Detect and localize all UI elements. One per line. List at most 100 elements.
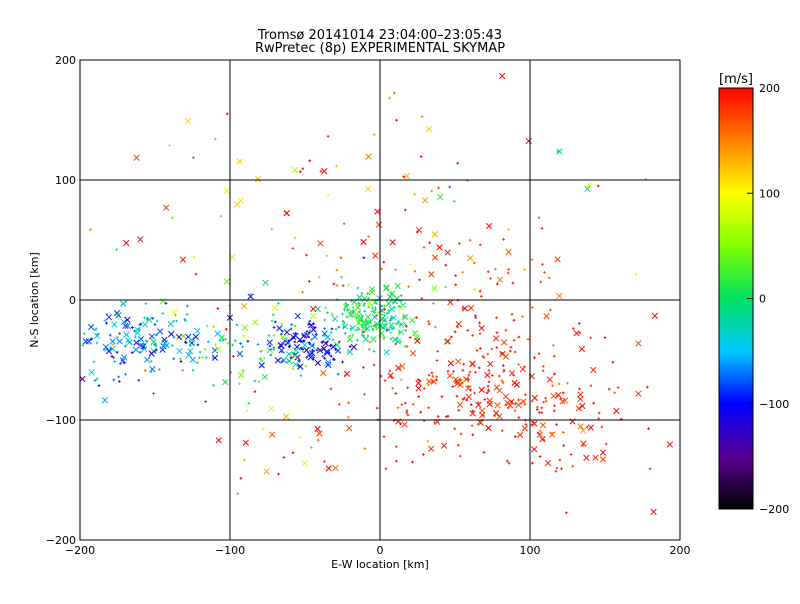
data-point-plus	[362, 330, 366, 334]
data-point-plus	[475, 349, 479, 352]
data-point-x	[494, 402, 501, 409]
data-point-plus	[172, 335, 176, 339]
data-point-x	[87, 323, 95, 331]
data-point-x	[332, 464, 339, 472]
data-point-plus	[394, 342, 397, 346]
data-point-plus	[538, 455, 542, 458]
data-point-plus	[308, 329, 312, 332]
data-point-plus	[226, 112, 229, 116]
data-point-x	[156, 328, 164, 335]
data-point-plus	[510, 313, 514, 316]
data-point-plus	[531, 461, 534, 465]
data-point-plus	[325, 340, 329, 344]
data-point-plus	[411, 402, 415, 406]
data-point-x	[343, 303, 350, 311]
data-point-plus	[554, 469, 558, 473]
data-point-x	[80, 317, 81, 325]
data-point-x	[283, 329, 291, 336]
data-point-plus	[239, 477, 243, 480]
data-point-plus	[346, 350, 350, 354]
data-point-plus	[512, 339, 516, 342]
data-point-plus	[553, 409, 556, 413]
data-point-plus	[178, 357, 182, 361]
data-point-plus	[634, 272, 637, 276]
data-point-plus	[386, 308, 390, 312]
data-point-plus	[456, 161, 459, 165]
data-point-x	[543, 313, 550, 320]
data-point-plus	[463, 396, 466, 400]
data-point-x	[446, 372, 454, 379]
data-point-x	[271, 304, 279, 311]
data-point-plus	[204, 400, 207, 403]
data-point-x	[485, 222, 493, 230]
data-point-plus	[485, 391, 489, 395]
data-point-plus	[427, 406, 430, 410]
data-point-x	[211, 347, 219, 354]
data-point-x	[556, 148, 563, 155]
data-point-plus	[454, 283, 458, 287]
data-point-x	[283, 210, 290, 217]
data-point-plus	[282, 456, 286, 459]
data-point-plus	[374, 308, 377, 312]
data-point-plus	[544, 399, 548, 403]
data-point-plus	[646, 385, 649, 389]
data-point-x	[362, 336, 369, 343]
data-point-plus	[97, 384, 101, 387]
data-point-plus	[214, 137, 217, 141]
data-point-plus	[341, 284, 345, 287]
data-point-plus	[155, 333, 158, 337]
data-point-plus	[337, 325, 341, 329]
data-point-plus	[544, 396, 547, 400]
data-point-plus	[453, 427, 457, 431]
data-point-plus	[500, 429, 504, 433]
data-point-plus	[95, 377, 99, 381]
data-point-x	[121, 354, 128, 361]
data-point-plus	[329, 387, 333, 391]
data-point-x	[116, 338, 123, 345]
data-point-plus	[263, 356, 266, 360]
data-point-plus	[131, 326, 134, 329]
data-point-x	[432, 254, 439, 261]
data-point-plus	[397, 330, 401, 334]
data-point-plus	[363, 310, 366, 313]
data-point-plus	[458, 454, 462, 458]
y-tick-labels: −200 −100 0 100 200	[46, 54, 76, 547]
data-point-plus	[124, 372, 127, 376]
data-point-plus	[256, 343, 260, 346]
data-point-x	[120, 318, 127, 326]
data-point-x	[394, 282, 401, 290]
data-point-plus	[487, 380, 491, 384]
data-point-plus	[427, 322, 431, 326]
data-point-plus	[446, 369, 450, 373]
data-point-x	[580, 440, 587, 447]
data-point-plus	[334, 327, 338, 331]
data-point-plus	[500, 379, 504, 383]
data-point-plus	[315, 348, 319, 352]
data-point-plus	[301, 167, 305, 170]
data-point-x	[504, 399, 511, 406]
data-point-plus	[479, 295, 483, 298]
data-point-plus	[375, 406, 379, 410]
data-point-plus	[385, 329, 389, 332]
data-point-x	[454, 380, 461, 387]
data-point-x	[80, 324, 81, 330]
data-point-plus	[432, 302, 435, 305]
data-point-plus	[524, 423, 528, 426]
colorbar-ticks: 200 100 0 −100 −200	[747, 82, 789, 516]
data-point-x	[544, 460, 552, 467]
data-point-plus	[301, 290, 304, 294]
data-point-x	[421, 197, 429, 204]
data-point-plus	[468, 239, 472, 242]
data-point-plus	[319, 169, 323, 173]
data-point-x	[414, 337, 421, 344]
data-point-plus	[482, 356, 486, 360]
data-point-plus	[308, 319, 312, 323]
data-point-plus	[510, 400, 513, 403]
data-point-plus	[537, 352, 541, 355]
data-point-x	[324, 334, 331, 341]
data-point-x	[346, 336, 354, 343]
data-point-plus	[512, 318, 516, 322]
data-point-plus	[486, 352, 490, 356]
data-point-plus	[450, 335, 453, 339]
data-point-x	[366, 300, 374, 307]
